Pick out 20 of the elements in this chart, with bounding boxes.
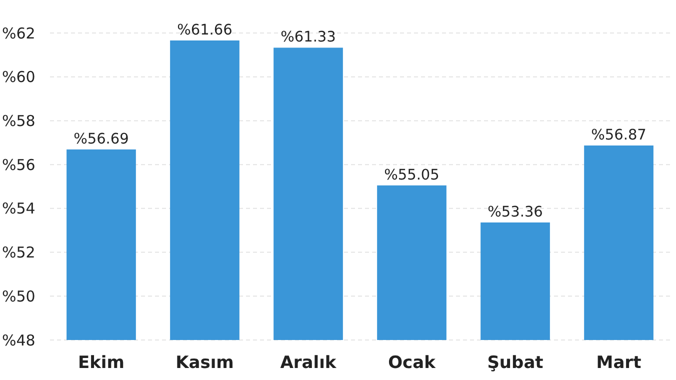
x-tick-label: Kasım	[176, 353, 234, 373]
x-tick-label: Şubat	[487, 353, 544, 373]
y-tick-label: %62	[2, 24, 36, 42]
y-tick-label: %54	[2, 200, 36, 218]
x-tick-label: Ocak	[388, 353, 436, 373]
data-label: %56.69	[74, 131, 129, 148]
x-tick-label: Ekim	[78, 353, 124, 373]
data-label: %53.36	[488, 204, 543, 220]
y-tick-label: %50	[2, 287, 36, 306]
y-tick-label: %52	[2, 244, 36, 262]
data-label: %61.66	[177, 22, 232, 38]
x-tick-label: Mart	[596, 353, 642, 373]
data-label: %56.87	[591, 127, 646, 144]
x-tick-label: Aralık	[280, 353, 337, 373]
y-tick-label: %56	[2, 156, 36, 174]
data-label: %55.05	[384, 167, 440, 184]
y-tick-label: %58	[2, 112, 36, 130]
y-tick-label: %60	[2, 68, 36, 86]
y-tick-label: %48	[2, 331, 36, 350]
data-label: %61.33	[280, 30, 336, 46]
